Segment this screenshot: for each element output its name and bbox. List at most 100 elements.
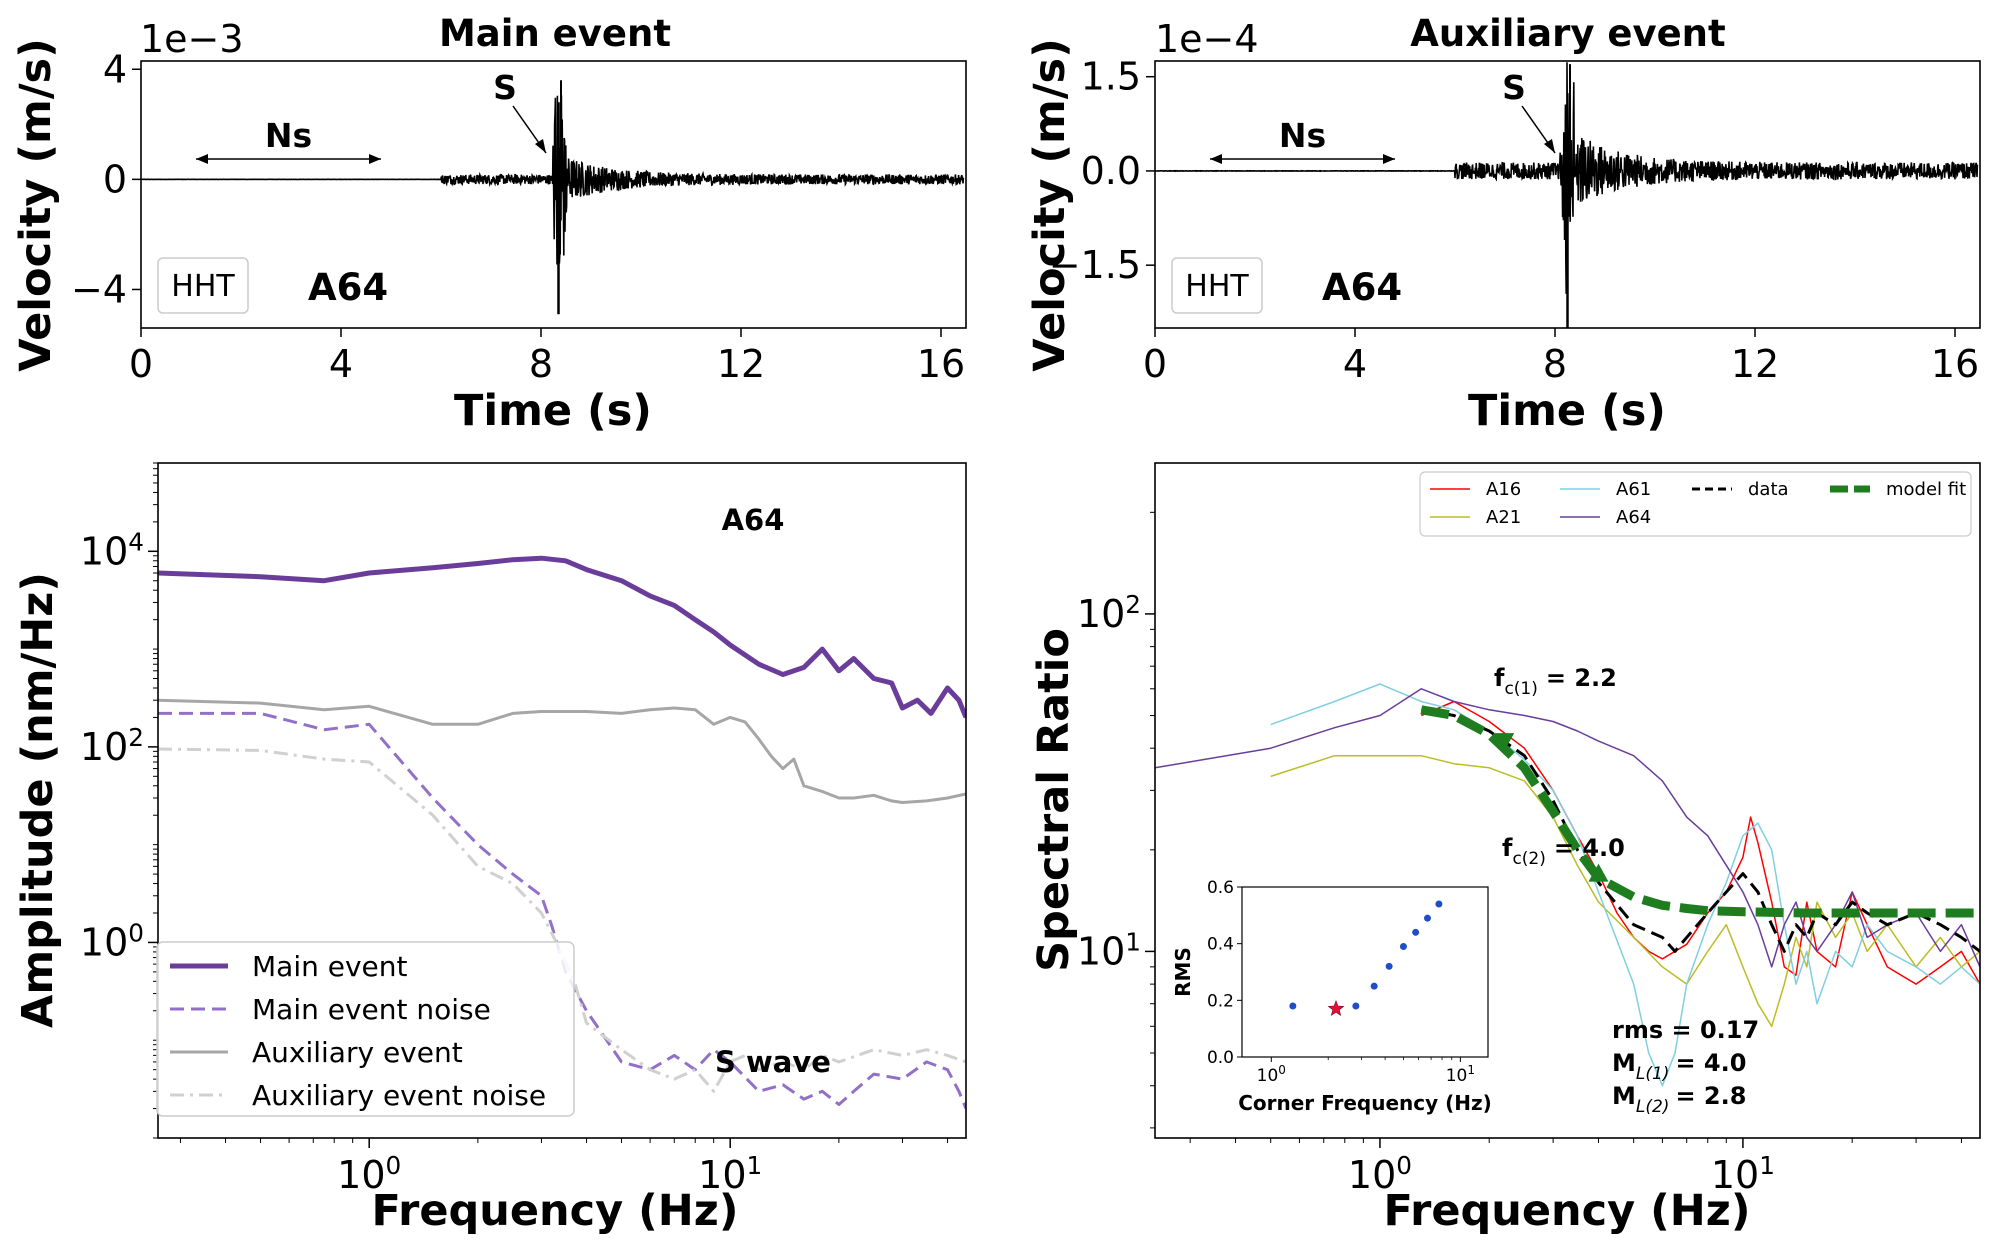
axes-frame (1154, 60, 1981, 329)
noise-label: Ns (265, 116, 312, 155)
x-tick-label-exp: 1 (747, 1151, 763, 1180)
y-tick-label-exp: 0 (128, 918, 144, 947)
y-axis-label: Velocity (m/s) (11, 38, 61, 372)
y-tick-label-exp: 1 (1125, 927, 1141, 956)
s-phase-arrow-head (1544, 139, 1555, 153)
x-tick-label-exp: 0 (386, 1151, 402, 1180)
inset-point (1289, 1002, 1297, 1010)
inset-y-label: RMS (1171, 947, 1195, 997)
y-tick-label: 100 (80, 918, 144, 964)
x-tick-label: 101 (698, 1151, 762, 1197)
station-box (1171, 257, 1263, 314)
x-tick-label: 0 (129, 342, 153, 386)
legend-label: A16 (1486, 479, 1521, 500)
x-tick-label: 101 (1711, 1151, 1775, 1197)
noise-arrow-head-left (196, 154, 208, 164)
spectra-series (158, 555, 966, 1110)
fc2-label: fc(2) = 4.0 (1502, 834, 1625, 869)
s-phase-label: S (1502, 68, 1526, 107)
y-tick-label: 4 (103, 47, 127, 91)
y-axis-label: Amplitude (nm/Hz) (13, 572, 63, 1028)
x-tick-label-base: 10 (1348, 1153, 1396, 1197)
legend-label: Main event noise (252, 993, 491, 1026)
x-tick-label-exp: 1 (1759, 1151, 1775, 1180)
noise-arrow-head-right (1383, 154, 1395, 164)
x-ticks: 0 4 8 12 16 (1143, 328, 1979, 386)
annotations: Ns S (1210, 68, 1556, 164)
series-a64 (1155, 688, 1980, 968)
inset-background (1242, 887, 1488, 1057)
y-tick-label-exp: 2 (1125, 590, 1141, 619)
trace-line (1155, 62, 1979, 294)
x-tick-label: 16 (917, 342, 965, 386)
inset-point (1412, 928, 1420, 936)
y-axis-label: Velocity (m/s) (1025, 38, 1075, 372)
noise-arrow-head-right (369, 154, 381, 164)
waveform-trace (140, 80, 965, 315)
x-tick-label: 100 (1348, 1151, 1412, 1197)
y-tick-label: 101 (1077, 927, 1141, 973)
fc2-marker (1588, 863, 1609, 882)
legend: Main event Main event noise Auxiliary even… (156, 941, 575, 1117)
inset-y-tick-label: 0.6 (1207, 878, 1234, 898)
series-auxiliary-event-noise (158, 747, 966, 1093)
offset-text: 1e−4 (1155, 17, 1259, 61)
legend-label: Main event (252, 950, 408, 983)
x-ticks: 0 4 8 12 16 (129, 328, 965, 386)
y-tick-label: −1.5 (1049, 243, 1141, 287)
ml1-value: = 4.0 (1675, 1049, 1746, 1077)
x-tick-label: 4 (329, 342, 353, 386)
inset-x-label: Corner Frequency (Hz) (1238, 1091, 1492, 1115)
x-tick-label: 4 (1343, 342, 1367, 386)
fc1-marker (1494, 733, 1515, 752)
panel-auxiliary-event-waveform: Auxiliary event 1e−4 Ns S 0 4 8 12 16 −1.5 0.0… (1025, 12, 1981, 436)
station-label: A64 (308, 266, 388, 309)
y-tick-label-base: 10 (1077, 929, 1125, 973)
x-tick-label: 12 (1731, 342, 1779, 386)
x-tick-label: 8 (529, 342, 553, 386)
x-tick-label: 16 (1931, 342, 1979, 386)
inset-points (1289, 900, 1443, 1016)
panel-title: Main event (439, 12, 671, 55)
trace-line (140, 95, 965, 265)
noise-arrow-head-left (1210, 154, 1222, 164)
y-tick-label: 102 (1077, 590, 1141, 636)
legend-label: Auxiliary event noise (252, 1079, 546, 1112)
legend-label: A64 (1616, 507, 1651, 528)
x-ticks: 100 101 (179, 1138, 949, 1197)
ml1-text: ML(1) = 4.0 (1612, 1049, 1746, 1084)
noise-label: Ns (1279, 116, 1326, 155)
panel-title: Auxiliary event (1410, 12, 1725, 55)
inset-x-tick-base: 10 (1446, 1066, 1468, 1086)
ratio-series (1155, 683, 1980, 1087)
x-tick-label-base: 10 (698, 1153, 746, 1197)
series-model-fit (1420, 705, 1980, 918)
x-tick-label-base: 10 (1711, 1153, 1759, 1197)
y-tick-label: −4 (71, 267, 127, 311)
corner-frequency-markers (1494, 733, 1609, 882)
inset-frame (1241, 886, 1489, 1058)
y-tick-label-exp: 2 (128, 723, 144, 752)
inset-x-tick-exp: 1 (1467, 1063, 1475, 1077)
waveform-trace (1155, 62, 1979, 328)
inset-point (1370, 982, 1378, 990)
fc2-value: = 4.0 (1554, 834, 1625, 862)
y-tick-label-base: 10 (80, 920, 128, 964)
y-tick-label: 1.5 (1081, 55, 1141, 99)
fc1-value: = 2.2 (1546, 664, 1617, 692)
series-a21 (1270, 754, 1980, 1028)
station-box-label: HHT (171, 269, 235, 304)
y-tick-label: 104 (80, 527, 144, 573)
x-axis-label: Frequency (Hz) (1384, 1186, 1751, 1236)
y-ticks: −1.5 0.0 1.5 (1049, 55, 1155, 287)
series-main-event (158, 555, 966, 719)
x-tick-label: 8 (1543, 342, 1567, 386)
inset-best-star (1327, 999, 1345, 1016)
x-tick-label: 100 (337, 1151, 401, 1197)
inset-point (1399, 943, 1407, 950)
x-tick-label-exp: 0 (1396, 1151, 1412, 1180)
legend-label: model fit (1886, 479, 1966, 500)
s-phase-label: S (493, 68, 517, 107)
inset-x-tick-exp: 0 (1278, 1063, 1286, 1077)
